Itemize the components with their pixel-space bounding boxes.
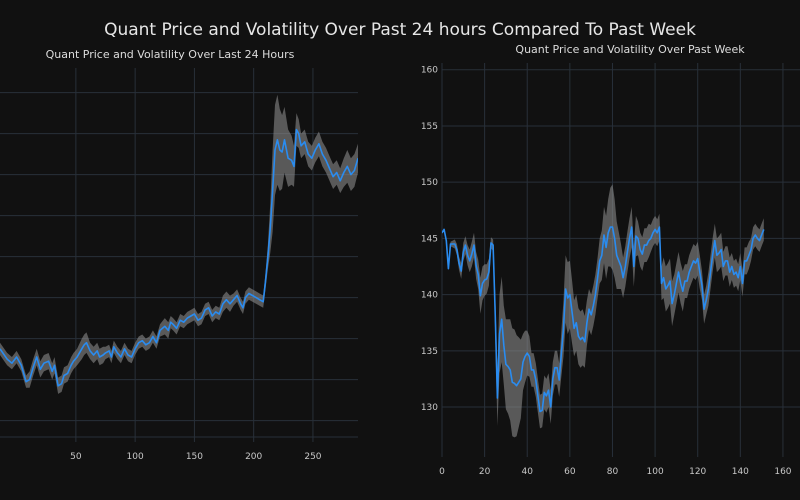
main-title: Quant Price and Volatility Over Past 24 … — [104, 20, 696, 40]
x-tick-label: 100 — [647, 467, 664, 477]
x-tick-label: 0 — [439, 467, 445, 477]
volatility-band — [442, 184, 764, 438]
x-tick-label: 120 — [689, 467, 706, 477]
x-tick-label: 50 — [70, 452, 82, 462]
y-tick-label: 160 — [421, 66, 438, 76]
x-tick-label: 60 — [564, 467, 576, 477]
x-tick-label: 200 — [245, 452, 262, 462]
x-tick-label: 20 — [479, 467, 491, 477]
x-tick-label: 100 — [127, 452, 144, 462]
y-tick-label: 155 — [421, 122, 438, 132]
y-tick-label: 140 — [421, 291, 438, 301]
subplot-title: Quant Price and Volatility Over Past Wee… — [515, 43, 745, 56]
y-tick-label: 130 — [421, 403, 438, 413]
panel-past-week: Quant Price and Volatility Over Past Wee… — [421, 43, 800, 477]
x-tick-label: 160 — [774, 467, 791, 477]
x-tick-label: 250 — [304, 452, 321, 462]
x-tick-label: 80 — [607, 467, 619, 477]
price-line — [442, 226, 765, 413]
subplot-title: Quant Price and Volatility Over Last 24 … — [46, 48, 295, 61]
volatility-band — [0, 94, 358, 394]
x-tick-label: 40 — [522, 467, 534, 477]
y-tick-label: 150 — [421, 178, 438, 188]
x-tick-label: 150 — [186, 452, 203, 462]
price-line — [0, 128, 358, 387]
x-tick-label: 140 — [732, 467, 749, 477]
panel-last-24-hours: Quant Price and Volatility Over Last 24 … — [0, 48, 358, 462]
y-tick-label: 135 — [421, 347, 438, 357]
y-tick-label: 145 — [421, 234, 438, 244]
